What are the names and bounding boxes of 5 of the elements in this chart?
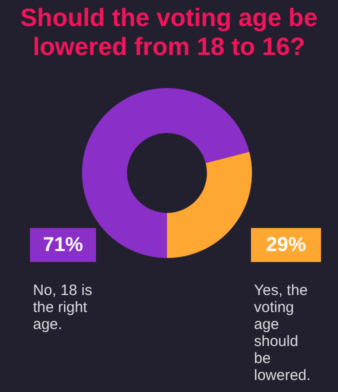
- data-label: 71%: [30, 228, 96, 262]
- slice-label: Yes, the voting age should be lowered.: [253, 282, 312, 384]
- slice-label: No, 18 is the right age.: [32, 282, 94, 333]
- chart-title: Should the voting age be lowered from 18 to 16?: [19, 4, 319, 62]
- data-label: 29%: [251, 228, 321, 262]
